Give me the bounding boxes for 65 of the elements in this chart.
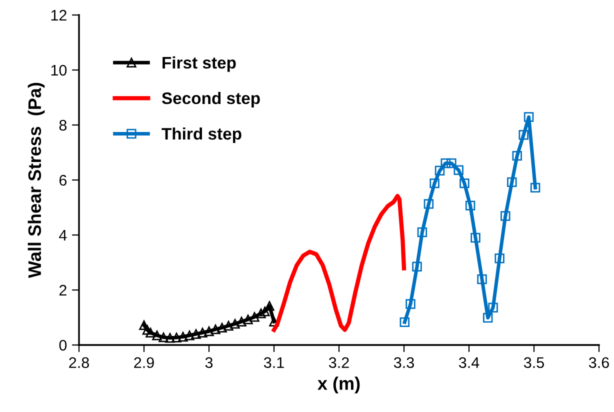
x-tick-label: 3 — [205, 357, 213, 368]
x-tick-label: 3.4 — [458, 357, 480, 368]
point — [146, 328, 156, 338]
point — [256, 308, 266, 318]
point — [482, 312, 493, 323]
point — [178, 332, 188, 342]
point — [524, 112, 534, 122]
point — [243, 314, 253, 324]
point — [500, 211, 510, 221]
y-tick-label: 8 — [59, 120, 67, 131]
point — [165, 332, 175, 343]
y-tick-label: 6 — [59, 174, 67, 186]
point — [230, 318, 240, 329]
y-tick-label: 10 — [51, 64, 67, 76]
point — [412, 262, 422, 272]
point — [158, 332, 168, 342]
point — [198, 328, 208, 338]
point — [417, 227, 428, 238]
point — [446, 158, 456, 168]
point — [470, 232, 480, 243]
point — [454, 165, 464, 175]
point — [184, 330, 194, 340]
point — [400, 317, 410, 328]
point — [518, 130, 528, 140]
y-tick-label: 2 — [59, 284, 66, 296]
x-tick-label: 3.1 — [264, 357, 284, 368]
point — [250, 312, 260, 322]
point — [152, 330, 162, 340]
x-tick-label: 3.6 — [588, 357, 609, 368]
point — [434, 166, 445, 176]
point — [440, 158, 450, 168]
point — [512, 150, 522, 161]
point — [191, 329, 201, 339]
point — [530, 182, 540, 193]
y-tick-label: 4 — [59, 230, 67, 241]
x-tick-label: 3.5 — [524, 357, 544, 368]
point — [406, 299, 416, 309]
point — [204, 326, 214, 336]
point — [477, 274, 487, 284]
point — [217, 322, 227, 333]
point — [488, 302, 498, 312]
point — [507, 177, 517, 188]
point — [224, 320, 234, 331]
point — [465, 200, 476, 210]
point — [264, 301, 274, 311]
point — [236, 316, 246, 326]
point — [172, 332, 182, 342]
y-axis-title: Wall Shear Stress (Pa) — [28, 82, 45, 278]
point — [460, 178, 470, 188]
point — [210, 324, 220, 334]
point — [260, 306, 270, 316]
point — [430, 178, 440, 188]
y-tick-label: 12 — [51, 10, 66, 21]
x-axis-title: x (m) — [318, 376, 360, 394]
x-tick-label: 2.8 — [69, 357, 89, 368]
legend-label: First step — [162, 56, 236, 72]
point — [494, 254, 504, 264]
y-tick-label: 0 — [59, 340, 67, 351]
legend-label: Second step — [162, 92, 260, 108]
x-tick-label: 2.9 — [134, 357, 154, 368]
point — [424, 199, 434, 209]
x-tick-label: 3.3 — [394, 357, 414, 368]
x-tick-label: 3.2 — [328, 357, 349, 368]
point — [142, 325, 152, 335]
legend-label: Third step — [162, 127, 242, 144]
